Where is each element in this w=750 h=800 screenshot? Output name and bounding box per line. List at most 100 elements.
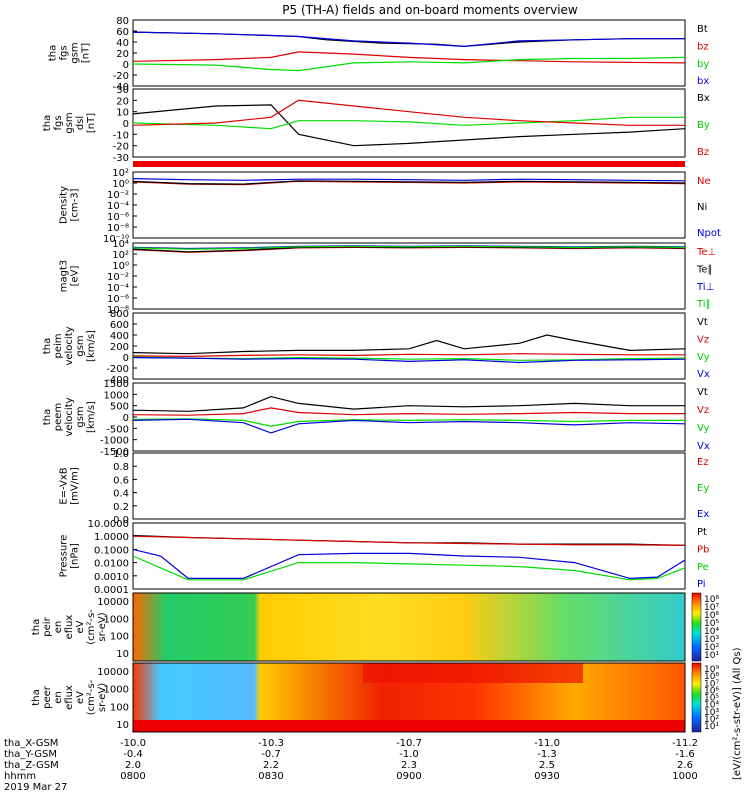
figure-title: P5 (TH-A) fields and on-board moments ov… (282, 3, 578, 17)
y-tick-label: 400 (110, 331, 129, 342)
panel-pressure: 10.0000 1.0000 0.1000 0.0100 0.0010 0.0001 Pt P… (59, 519, 710, 596)
y-tick-label: 10000 (97, 597, 129, 608)
series-line-Vt (132, 395, 685, 412)
y-axis-label-line: sr-eV) (97, 683, 108, 712)
x-axis-value: 2.6 (677, 760, 693, 771)
y-tick-label: 20 (116, 49, 129, 60)
y-tick-label: 10² (112, 168, 129, 179)
x-axis-value: 2.2 (263, 760, 279, 771)
y-tick-label: 0.2 (113, 502, 129, 513)
colorbar-tick-label: 10⁸ (704, 672, 719, 682)
series-line-by (132, 56, 686, 72)
y-axis-label-line: [nPa] (70, 543, 81, 569)
y-tick-label: 40 (116, 38, 129, 49)
y-axis-label-line: peim (53, 333, 64, 358)
x-axis-value: 0830 (258, 771, 283, 782)
y-tick-label: -40 (113, 82, 129, 93)
y-axis-label: Pressure [nPa] (59, 535, 81, 578)
x-axis-value: 0800 (120, 771, 145, 782)
legend-entry: Bx (697, 93, 710, 104)
y-axis-label-line: tha (31, 689, 42, 705)
x-axis-value: 2.5 (539, 760, 555, 771)
series-line-bx (132, 31, 685, 48)
y-tick-label: 0.4 (113, 489, 129, 500)
y-tick-label: 10⁻⁶ (107, 294, 129, 305)
colorbar-scale (691, 662, 702, 733)
legend-entry: Vt (697, 387, 708, 398)
legend-entry: By (697, 120, 710, 131)
y-axis-label-line: Pressure (59, 535, 70, 578)
y-tick-label: 10² (112, 250, 129, 261)
x-axis-value: -0.7 (261, 749, 281, 760)
legend-entry: Bz (697, 147, 709, 158)
colorbar-scale (691, 592, 702, 662)
series-line-Vx (132, 418, 686, 434)
y-tick-label: 600 (110, 320, 129, 331)
colorbar-tick-label: 10⁶ (704, 611, 719, 621)
y-axis-label-line: peir (42, 616, 53, 636)
y-axis-label-line: (cm²-s- (86, 609, 97, 645)
y-tick-label: 200 (110, 342, 129, 353)
status-strip (133, 161, 685, 167)
series-line-Vt (132, 334, 686, 355)
series-line-Pb (132, 535, 686, 546)
y-axis-label-line: [eV] (70, 266, 81, 287)
y-axis-label: tha peem velocity gsm [km/s] (42, 397, 97, 436)
y-tick-label: 100 (110, 702, 129, 713)
y-tick-label: 10⁻² (107, 190, 129, 201)
y-axis-label: E=-VxB [mV/m] (59, 467, 81, 505)
series-line-Ni (132, 180, 686, 185)
panel-frame (132, 452, 686, 520)
y-tick-label: 10 (116, 720, 129, 731)
colorbar-tick-label: 10² (704, 643, 719, 653)
y-tick-label: 0.0010 (94, 572, 129, 583)
legend-entry: Vz (697, 334, 709, 345)
y-tick-label: 0.0 (113, 515, 129, 526)
x-axis-row-label: tha_Z-GSM (4, 760, 59, 771)
colorbar-tick-label: 10² (704, 715, 719, 725)
series-line-By (132, 116, 685, 130)
y-tick-label: 1.0000 (94, 532, 129, 543)
legend-entry: by (697, 59, 709, 70)
y-tick-label: -400 (106, 375, 129, 386)
panel-peir: 10000 1000 100 10 tha peir en eflux eV (cm²-s-sr-… (31, 592, 686, 662)
y-tick-label: 60 (116, 27, 129, 38)
y-tick-label: 0 (123, 353, 129, 364)
colorbar-tick-label: 10⁷ (704, 603, 719, 613)
colorbar-tick-label: 10⁹ (704, 665, 719, 675)
y-tick-label: 10⁻⁶ (107, 212, 129, 223)
y-axis-label-line: velocity (64, 397, 75, 436)
y-tick-label: 10⁴ (112, 239, 129, 250)
legend-entry: Vx (697, 441, 710, 452)
y-axis-label: tha fgs gsm dsl [nT] (42, 112, 97, 133)
x-axis-value: -10.7 (396, 738, 422, 749)
y-axis-label-line: [km/s] (86, 401, 97, 433)
y-axis-label-line: fgs (53, 115, 64, 130)
y-tick-label: 10000 (97, 667, 129, 678)
y-tick-label: 10 (116, 108, 129, 119)
y-axis-label-line: tha (31, 619, 42, 635)
legend-entry: Ex (697, 509, 709, 520)
y-tick-label: 20 (116, 96, 129, 107)
colorbar-tick-label: 10¹ (704, 722, 719, 732)
y-tick-label: 0.8 (113, 462, 129, 473)
x-axis-value: -1.6 (675, 749, 695, 760)
y-tick-label: -20 (113, 142, 129, 153)
y-axis-label-line: [nT] (81, 43, 92, 63)
y-axis-label-line: Density (59, 186, 70, 224)
panel-frame (132, 592, 686, 662)
y-axis-label-line: velocity (64, 326, 75, 365)
y-axis-label-line: tha (42, 115, 53, 131)
legend-entry: Vt (697, 317, 708, 328)
y-axis-label: tha fgs gsm [nT] (48, 42, 92, 63)
series-line-Vy (132, 418, 685, 427)
y-axis-label-line: E=-VxB (59, 467, 70, 504)
x-axis-value: -11.0 (534, 738, 560, 749)
y-tick-label: 1.0 (113, 449, 129, 460)
y-axis-label-line: tha (48, 45, 59, 61)
